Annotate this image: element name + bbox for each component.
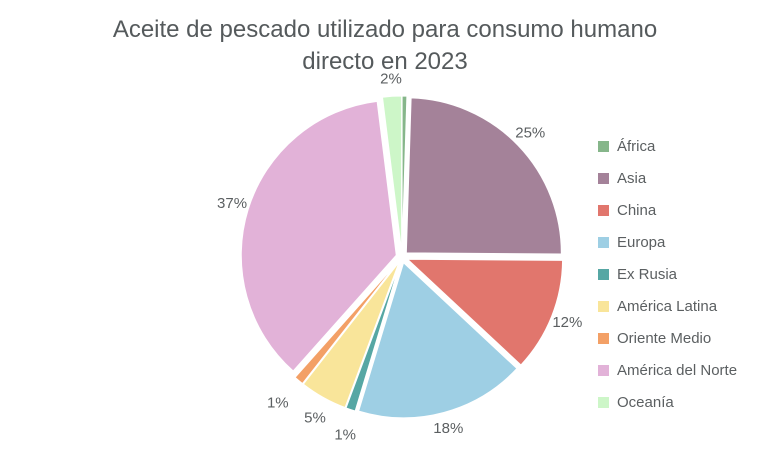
slice-asia	[405, 97, 562, 255]
legend-swatch	[598, 140, 609, 152]
legend-label: América Latina	[617, 298, 718, 316]
legend-swatch	[598, 268, 609, 280]
legend-swatch	[598, 333, 609, 345]
slice-oceania	[381, 95, 403, 252]
data-label-oceania: 2%	[380, 70, 402, 87]
slice-oriente-medio	[294, 261, 399, 385]
data-label-america-del-norte: 37%	[217, 195, 247, 212]
data-label-oriente-medio: 1%	[267, 395, 289, 412]
slice-ex-rusia	[345, 262, 401, 412]
legend-item-asia: Asia	[598, 162, 737, 194]
legend-label: Asia	[617, 169, 647, 187]
legend-item-america-del-norte: América del Norte	[598, 355, 737, 387]
legend-swatch	[598, 397, 609, 409]
legend-label: América del Norte	[617, 362, 738, 380]
legend-swatch	[598, 236, 609, 248]
legend-swatch	[598, 365, 609, 377]
chart-title: Aceite de pescado utilizado para consumo…	[112, 16, 658, 75]
legend-item-china: China	[598, 194, 737, 226]
data-label-europa: 18%	[433, 420, 463, 437]
legend-swatch	[598, 301, 609, 313]
data-label-ex-rusia: 1%	[334, 427, 356, 444]
legend-item-ex-rusia: Ex Rusia	[598, 258, 737, 290]
legend-label: Europa	[617, 233, 666, 251]
slice-america-latina	[302, 261, 400, 409]
legend-label: Oriente Medio	[617, 330, 712, 348]
legend-swatch	[598, 172, 609, 184]
legend-item-europa: Europa	[598, 226, 737, 258]
data-label-america-latina: 5%	[304, 409, 326, 426]
legend-label: África	[617, 137, 656, 155]
legend: África Asia China Europa Ex Rusia América Lat…	[598, 130, 737, 419]
slice-america-del-norte	[240, 100, 397, 372]
slice-europa	[358, 261, 518, 419]
slice-china	[406, 258, 564, 366]
slice-africa	[401, 95, 408, 252]
legend-item-oriente-medio: Oriente Medio	[598, 323, 737, 355]
legend-label: China	[617, 201, 657, 219]
data-label-china: 12%	[552, 314, 582, 331]
data-label-asia: 25%	[515, 125, 545, 142]
legend-item-africa: África	[598, 130, 737, 162]
legend-item-america-latina: América Latina	[598, 290, 737, 322]
legend-label: Ex Rusia	[617, 265, 678, 283]
legend-item-oceania: Oceanía	[598, 387, 737, 419]
legend-swatch	[598, 204, 609, 216]
legend-label: Oceanía	[617, 394, 674, 412]
